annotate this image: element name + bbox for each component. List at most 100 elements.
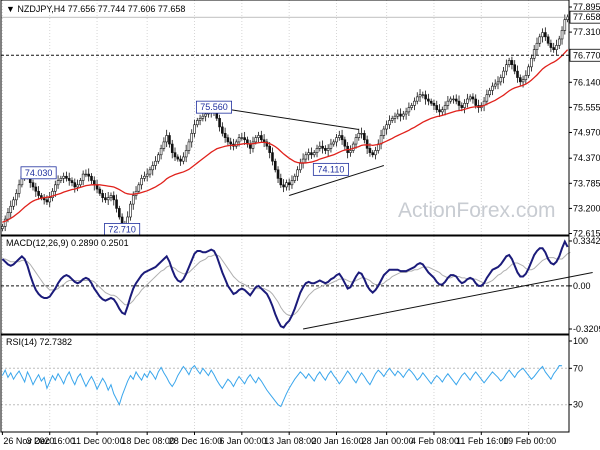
- candle[interactable]: [555, 39, 558, 55]
- candle[interactable]: [3, 215, 7, 232]
- candle[interactable]: [507, 57, 511, 68]
- candle[interactable]: [79, 177, 82, 188]
- candle[interactable]: [268, 142, 271, 159]
- candle[interactable]: [321, 140, 324, 154]
- candle[interactable]: [240, 132, 244, 141]
- candle[interactable]: [393, 112, 397, 123]
- candle[interactable]: [67, 172, 71, 186]
- candle[interactable]: [112, 191, 116, 206]
- candle[interactable]: [296, 166, 299, 181]
- candle[interactable]: [415, 92, 419, 105]
- candle[interactable]: [243, 131, 246, 145]
- candle[interactable]: [493, 79, 497, 90]
- candle[interactable]: [510, 56, 514, 70]
- candle[interactable]: [279, 173, 283, 188]
- candle[interactable]: [12, 196, 15, 210]
- candle[interactable]: [98, 186, 102, 196]
- candle[interactable]: [457, 95, 461, 111]
- candle[interactable]: [73, 178, 77, 193]
- candle[interactable]: [37, 186, 40, 200]
- candle[interactable]: [15, 189, 18, 206]
- candle[interactable]: [9, 200, 13, 218]
- candle[interactable]: [84, 169, 88, 178]
- candle[interactable]: [182, 152, 185, 165]
- candle[interactable]: [187, 138, 191, 155]
- candle[interactable]: [198, 114, 202, 126]
- candle[interactable]: [70, 177, 74, 187]
- candle[interactable]: [343, 136, 347, 150]
- candle[interactable]: [390, 115, 394, 124]
- candle[interactable]: [257, 131, 260, 143]
- candle[interactable]: [337, 130, 341, 141]
- candle[interactable]: [546, 34, 550, 46]
- candle[interactable]: [282, 179, 285, 193]
- candle[interactable]: [195, 117, 199, 128]
- candle[interactable]: [51, 188, 54, 202]
- candle[interactable]: [193, 119, 196, 138]
- candle[interactable]: [360, 127, 363, 139]
- candle[interactable]: [544, 27, 547, 41]
- candle[interactable]: [162, 137, 166, 152]
- candle[interactable]: [143, 171, 146, 182]
- candle[interactable]: [424, 90, 427, 105]
- candle[interactable]: [432, 99, 436, 111]
- candle[interactable]: [310, 147, 313, 159]
- candle[interactable]: [563, 14, 567, 35]
- candle[interactable]: [90, 173, 93, 185]
- candle[interactable]: [502, 67, 505, 84]
- candle[interactable]: [265, 138, 269, 150]
- candle[interactable]: [56, 175, 60, 189]
- candle[interactable]: [285, 179, 288, 191]
- candle[interactable]: [104, 193, 107, 203]
- candle[interactable]: [101, 189, 104, 203]
- candle[interactable]: [335, 134, 338, 147]
- candle[interactable]: [530, 54, 533, 72]
- candle[interactable]: [354, 134, 358, 149]
- candle[interactable]: [357, 128, 361, 141]
- candle[interactable]: [151, 161, 155, 176]
- candle[interactable]: [129, 201, 132, 221]
- candle[interactable]: [427, 93, 430, 106]
- candle[interactable]: [332, 139, 336, 147]
- candle[interactable]: [76, 179, 79, 192]
- candle[interactable]: [251, 136, 255, 153]
- candle[interactable]: [552, 42, 555, 53]
- candle[interactable]: [443, 101, 447, 116]
- candle[interactable]: [173, 147, 177, 162]
- price-annotation[interactable]: 72.710: [104, 223, 141, 236]
- candle[interactable]: [226, 134, 230, 146]
- candle[interactable]: [399, 108, 402, 122]
- candle[interactable]: [115, 194, 118, 213]
- candle[interactable]: [260, 130, 263, 143]
- candle[interactable]: [234, 139, 238, 149]
- candle[interactable]: [17, 179, 21, 198]
- candle[interactable]: [145, 168, 149, 182]
- candle[interactable]: [148, 166, 152, 178]
- candle[interactable]: [349, 145, 352, 157]
- candle[interactable]: [385, 120, 388, 135]
- candle[interactable]: [454, 94, 458, 105]
- candle[interactable]: [513, 60, 517, 75]
- candle[interactable]: [106, 192, 110, 205]
- candle[interactable]: [165, 129, 168, 148]
- candle[interactable]: [485, 89, 489, 106]
- candle[interactable]: [273, 158, 277, 173]
- candle[interactable]: [324, 145, 327, 155]
- candle[interactable]: [535, 37, 539, 55]
- candle[interactable]: [463, 99, 466, 114]
- candle[interactable]: [452, 95, 455, 104]
- trendline[interactable]: [213, 106, 359, 130]
- candle[interactable]: [81, 170, 85, 186]
- candle[interactable]: [441, 106, 444, 116]
- candle[interactable]: [221, 122, 224, 137]
- macd-panel[interactable]: [1, 239, 593, 330]
- candle[interactable]: [318, 141, 322, 152]
- candle[interactable]: [168, 132, 171, 148]
- candle[interactable]: [340, 129, 344, 145]
- candle[interactable]: [65, 171, 68, 182]
- candle[interactable]: [374, 146, 377, 160]
- candle[interactable]: [307, 148, 310, 161]
- price-annotation[interactable]: 75.560: [195, 100, 232, 114]
- candle[interactable]: [421, 91, 425, 99]
- candle[interactable]: [488, 87, 491, 98]
